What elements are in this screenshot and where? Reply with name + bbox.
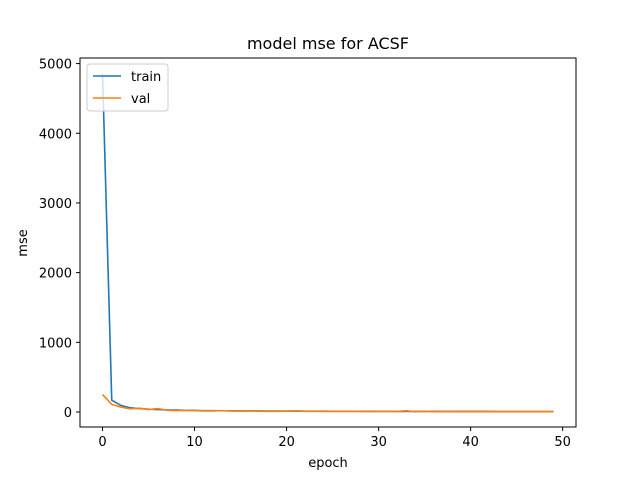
x-tick-label: 0 [98, 435, 106, 450]
axes-frame [79, 57, 577, 428]
y-tick-label: 4000 [39, 127, 72, 142]
x-tick-label: 50 [554, 435, 571, 450]
legend: train val [86, 63, 169, 112]
plot-area [101, 74, 554, 413]
series-line-val [101, 394, 554, 413]
x-tick-label: 20 [278, 435, 295, 450]
chart-title: model mse for ACSF [247, 34, 409, 53]
y-tick-label: 3000 [39, 197, 72, 212]
y-tick-label: 1000 [39, 336, 72, 351]
y-tick-label: 0 [64, 406, 72, 421]
y-axis-label: mse [16, 229, 31, 256]
x-tick-label: 30 [370, 435, 387, 450]
x-tick-label: 40 [462, 435, 479, 450]
y-axis: 0 1000 2000 3000 4000 5000 [39, 58, 80, 421]
x-tick-label: 10 [186, 435, 203, 450]
x-axis-label: epoch [308, 456, 348, 471]
y-tick-label: 2000 [39, 267, 72, 282]
legend-label-train: train [131, 70, 161, 85]
legend-label-val: val [131, 92, 150, 107]
x-axis: 0 10 20 30 40 50 [98, 427, 571, 450]
y-tick-label: 5000 [39, 58, 72, 73]
